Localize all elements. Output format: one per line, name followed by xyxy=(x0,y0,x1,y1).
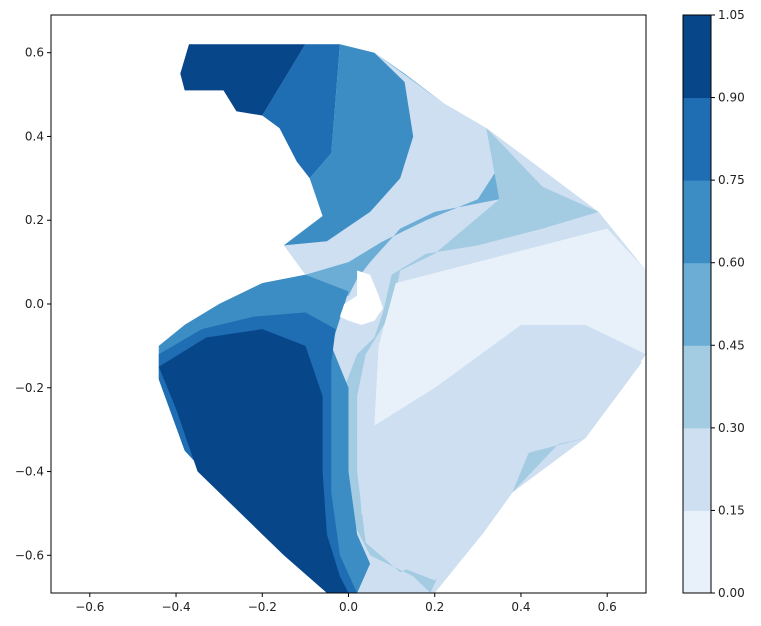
colorbar-segment-5 xyxy=(683,97,711,181)
y-tick-label: 0.2 xyxy=(25,213,44,227)
contour-band-level-6 xyxy=(180,44,306,116)
colorbar: 0.00 0.15 0.30 0.45 0.60 0.75 0.90 1.05 xyxy=(682,8,745,600)
x-tick-label: 0.6 xyxy=(598,600,617,614)
contour-fills xyxy=(158,44,646,593)
x-tick-label: 0.2 xyxy=(425,600,444,614)
x-tick-label: −0.4 xyxy=(161,600,190,614)
contour-band-lightest xyxy=(374,228,646,426)
colorbar-tick-label: 0.60 xyxy=(718,256,745,270)
y-axis: 0.6 0.4 0.2 0.0 −0.2 −0.4 −0.6 xyxy=(15,46,51,562)
x-tick-label: −0.2 xyxy=(248,600,277,614)
colorbar-segment-4 xyxy=(683,180,711,264)
y-tick-label: 0.0 xyxy=(25,297,44,311)
x-tick-label: 0.4 xyxy=(511,600,530,614)
colorbar-frame xyxy=(682,14,712,594)
contour-hole xyxy=(339,270,383,325)
y-tick-label: −0.6 xyxy=(15,548,44,562)
colorbar-tick-label: 0.45 xyxy=(718,338,745,352)
contour-band-dark-region xyxy=(158,329,349,593)
colorbar-segment-2 xyxy=(683,345,711,429)
contour-band-level-5 xyxy=(262,44,340,179)
colorbar-tick-label: 0.00 xyxy=(718,586,745,600)
x-tick-label: 0.0 xyxy=(339,600,358,614)
colorbar-tick-label: 1.05 xyxy=(718,8,745,22)
colorbar-tick-label: 0.75 xyxy=(718,173,745,187)
colorbar-segment-6 xyxy=(683,15,711,99)
contour-band-level-2 xyxy=(344,128,599,593)
colorbar-segment-3 xyxy=(683,262,711,346)
y-tick-label: 0.6 xyxy=(25,46,44,60)
colorbar-segment-0 xyxy=(683,510,711,594)
x-tick-label: −0.6 xyxy=(75,600,104,614)
colorbar-tick-label: 0.90 xyxy=(718,91,745,105)
colorbar-segment-1 xyxy=(683,427,711,511)
x-axis: −0.6 −0.4 −0.2 0.0 0.2 0.4 0.6 xyxy=(75,593,617,614)
y-tick-label: 0.4 xyxy=(25,129,44,143)
contour-band-level-1 xyxy=(357,211,642,581)
y-tick-label: −0.4 xyxy=(15,465,44,479)
colorbar-tick-label: 0.15 xyxy=(718,503,745,517)
y-tick-label: −0.2 xyxy=(15,381,44,395)
colorbar-tick-label: 0.30 xyxy=(718,421,745,435)
contour-band-level-4 xyxy=(283,44,414,246)
